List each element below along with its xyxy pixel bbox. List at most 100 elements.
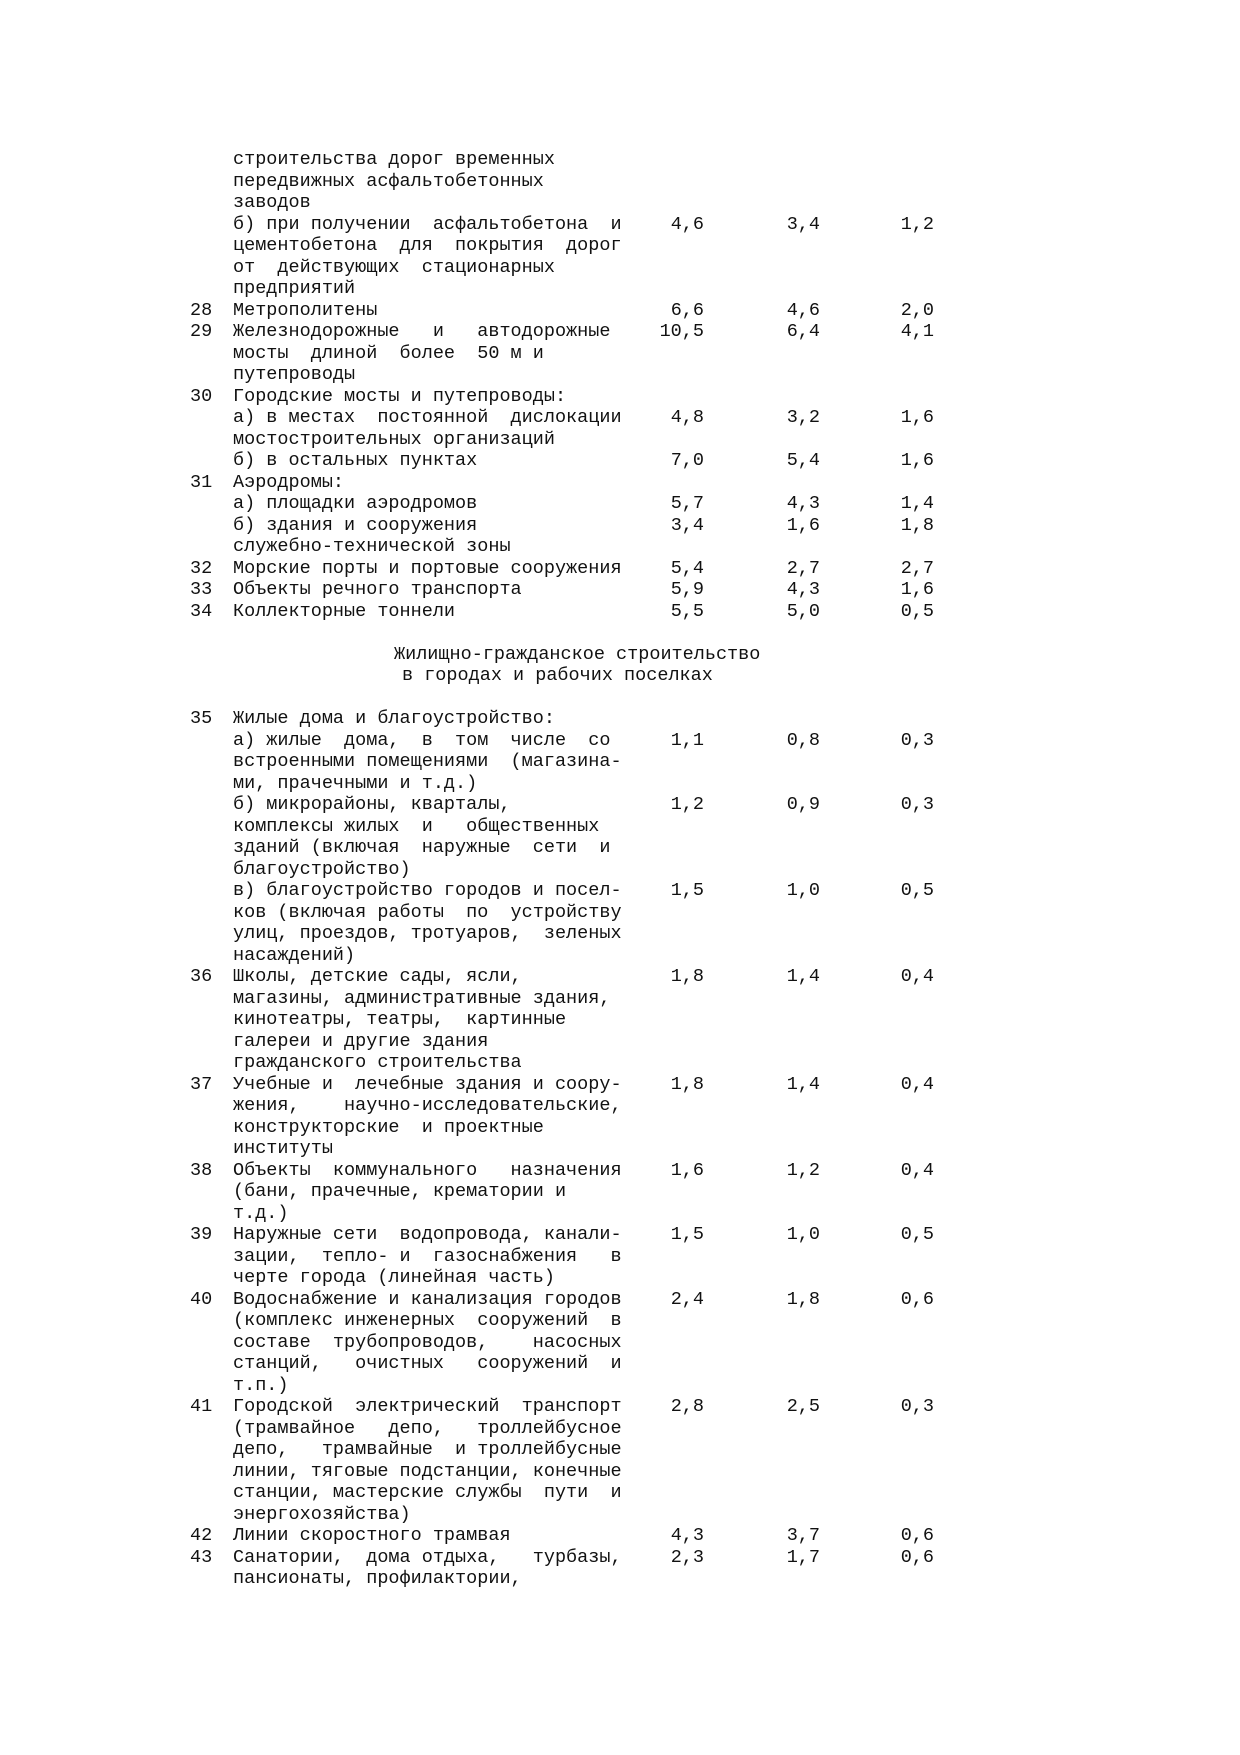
value-column-1: 4,3 [670,1525,704,1546]
value-column-2: 5,4 [786,450,820,471]
row-description: т.п.) [233,1374,289,1396]
value-column-1: 10,5 [659,321,704,342]
value-column-3: 1,6 [900,450,934,471]
row-description: ков (включая работы по устройству [233,901,622,923]
row-description: Жилые дома и благоустройство: [233,708,555,729]
value-column-1: 4,8 [670,407,704,428]
row-description: Коллекторные тоннели [233,600,456,622]
table-row: 42 Линии скоростного трамвая 4,3 3,7 0,6 [0,1525,1240,1547]
row-number: 38 [190,1159,213,1181]
value-column-3: 0,3 [900,729,934,751]
table-row-continuation: мостостроительных организаций [0,429,1240,451]
value-column-3: 0,6 [900,1525,934,1546]
row-description: благоустройство) [233,858,411,880]
table-row-continuation: б) здания и сооружения 3,4 1,6 1,8 [0,515,1240,537]
row-description: путепроводы [233,364,356,385]
value-column-1: 1,8 [670,966,704,987]
row-description: комплексы жилых и общественных [233,815,600,837]
row-description: Метрополитены [233,299,378,321]
table-row-continuation: составе трубопроводов, насосных [0,1332,1240,1354]
value-column-3: 0,6 [900,1288,934,1310]
table-row-continuation: предприятий [0,278,1240,300]
row-description: черте города (линейная часть) [233,1267,555,1288]
value-column-1: 1,5 [670,1224,704,1245]
table-row-continuation: депо, трамвайные и троллейбусные [0,1439,1240,1461]
value-column-1: 5,4 [670,557,704,579]
table-row-continuation: (бани, прачечные, крематории и [0,1181,1240,1203]
row-description: институты [233,1138,333,1159]
row-description: Школы, детские сады, ясли, [233,966,522,987]
row-description: энергохозяйства) [233,1503,411,1525]
value-column-3: 1,4 [900,493,934,514]
table-row: 43 Санатории, дома отдыха, турбазы, 2,3 1,7… [0,1547,1240,1569]
row-description: Объекты коммунального назначения [233,1159,622,1181]
table-row: 34 Коллекторные тоннели 5,5 5,0 0,5 [0,601,1240,623]
row-description: б) при получении асфальтобетона и [233,213,622,235]
table-row-continuation: станций, очистных сооружений и [0,1353,1240,1375]
blank-line [0,622,1240,644]
table-row-continuation: благоустройство) [0,859,1240,881]
row-description: а) в местах постоянной дислокации [233,407,622,428]
value-column-1: 6,6 [670,299,704,321]
value-column-1: 5,7 [670,493,704,514]
table-row: 30 Городские мосты и путепроводы: [0,386,1240,408]
value-column-2: 2,7 [786,557,820,579]
table-row: 36 Школы, детские сады, ясли, 1,8 1,4 0,4 [0,966,1240,988]
value-column-1: 5,9 [670,579,704,600]
row-number: 39 [190,1224,213,1245]
row-description: служебно-технической зоны [233,536,511,557]
value-column-2: 1,6 [786,514,820,536]
row-description: т.д.) [233,1202,289,1224]
value-column-3: 0,4 [900,966,934,987]
table-row-continuation: насаждений) [0,945,1240,967]
row-description: Объекты речного транспорта [233,579,522,600]
row-description: станции, мастерские службы пути и [233,1482,622,1503]
value-column-3: 0,5 [900,1224,934,1245]
section-heading-line-2: в городах и рабочих поселках [402,665,713,686]
document-page: строительства дорог временных передвижных… [0,149,1240,1590]
table-row: 38 Объекты коммунального назначения 1,6 1,2… [0,1160,1240,1182]
table-row: 28 Метрополитены 6,6 4,6 2,0 [0,300,1240,322]
value-column-2: 3,2 [786,407,820,428]
table-row: 37 Учебные и лечебные здания и соору- 1,8 1… [0,1074,1240,1096]
row-description: жения, научно-исследовательские, [233,1095,622,1116]
row-description: конструкторские и проектные [233,1116,544,1138]
table-row-continuation: встроенными помещениями (магазина- [0,751,1240,773]
value-column-1: 1,6 [670,1159,704,1181]
table-row-continuation: служебно-технической зоны [0,536,1240,558]
row-number: 42 [190,1525,213,1546]
value-column-1: 1,2 [670,794,704,815]
row-description: (бани, прачечные, крематории и [233,1181,567,1202]
table-row-continuation: зданий (включая наружные сети и [0,837,1240,859]
value-column-2: 2,5 [786,1396,820,1417]
row-description: предприятий [233,278,356,299]
value-column-3: 2,0 [900,299,934,321]
row-number: 29 [190,321,213,342]
table-row-continuation: передвижных асфальтобетонных [0,171,1240,193]
row-description: мосты длиной более 50 м и [233,342,544,364]
row-description: строительства дорог временных [233,149,555,170]
table-row-continuation: т.д.) [0,1203,1240,1225]
row-description: насаждений) [233,944,356,966]
blank-line [0,687,1240,709]
table-row-continuation: путепроводы [0,364,1240,386]
value-column-2: 1,2 [786,1159,820,1181]
table-row-continuation: конструкторские и проектные [0,1117,1240,1139]
row-number: 40 [190,1288,213,1310]
table-row-continuation: а) жилые дома, в том числе со 1,1 0,8 0,3 [0,730,1240,752]
row-description: б) здания и сооружения [233,514,478,536]
table-row: 29 Железнодорожные и автодорожные 10,5 6,4 4… [0,321,1240,343]
table-row-continuation: б) микрорайоны, кварталы, 1,2 0,9 0,3 [0,794,1240,816]
table-row: 35 Жилые дома и благоустройство: [0,708,1240,730]
row-description: Железнодорожные и автодорожные [233,321,611,342]
table-row-continuation: станции, мастерские службы пути и [0,1482,1240,1504]
value-column-2: 6,4 [786,321,820,342]
value-column-2: 5,0 [786,600,820,622]
table-row-continuation: гражданского строительства [0,1052,1240,1074]
row-description: Учебные и лечебные здания и соору- [233,1073,622,1095]
table-row-continuation: б) при получении асфальтобетона и 4,6 3,4 1… [0,214,1240,236]
table-row-continuation: (комплекс инженерных сооружений в [0,1310,1240,1332]
table-row: 32 Морские порты и портовые сооружения 5,4… [0,558,1240,580]
row-description: заводов [233,192,311,213]
value-column-1: 1,1 [670,729,704,751]
